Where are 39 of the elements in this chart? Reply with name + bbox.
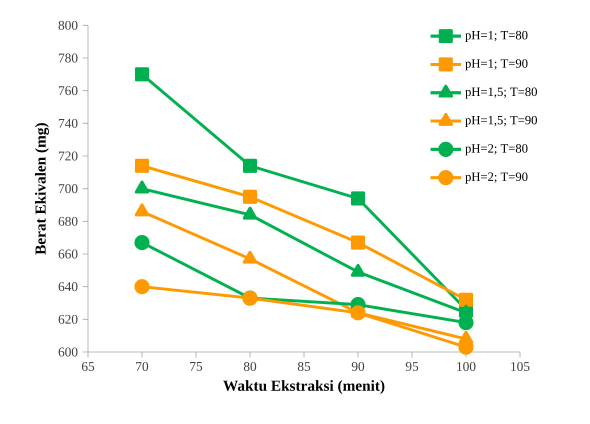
point	[242, 158, 258, 173]
y-tick-label: 620	[58, 314, 78, 324]
legend-label: pH=1; T=80	[465, 30, 528, 42]
y-tick-label: 800	[58, 20, 78, 30]
y-axis-title: Berat Ekivalen (mg)	[34, 123, 49, 255]
y-tick-label: 600	[58, 348, 78, 356]
y-tick-label: 780	[58, 54, 78, 62]
point	[242, 190, 258, 204]
y-tick-label: 720	[58, 152, 78, 160]
legend-label: pH=1,5; T=90	[465, 116, 537, 127]
point	[134, 234, 150, 250]
y-tick-label: 740	[58, 118, 78, 128]
legend-label: pH=2; T=80	[465, 144, 528, 156]
point	[350, 191, 366, 206]
point	[458, 292, 474, 307]
y-tick-label: 760	[58, 86, 78, 96]
x-tick-label: 105	[511, 362, 530, 371]
y-tick-label: 640	[58, 282, 78, 292]
y-tick-label: 660	[58, 250, 78, 258]
x-tick-label: 85	[298, 362, 310, 371]
point	[134, 279, 150, 294]
legend-label: pH=2; T=90	[465, 172, 528, 184]
x-tick-label: 80	[244, 362, 256, 371]
x-tick-label: 90	[352, 362, 364, 371]
point	[350, 305, 366, 320]
x-tick-label: 65	[82, 362, 94, 371]
x-tick-label: 95	[406, 362, 418, 371]
y-tick-label: 700	[58, 184, 78, 194]
x-tick-label: 75	[190, 362, 202, 371]
point	[350, 236, 366, 250]
point	[242, 206, 258, 220]
point	[134, 67, 150, 82]
x-tick-label: 70	[136, 362, 148, 371]
y-tick-label: 680	[58, 216, 78, 226]
legend-label: pH=1,5; T=80	[465, 88, 537, 99]
legend-label: pH=1; T=90	[465, 59, 528, 70]
x-axis-title: Waktu Ekstraksi (menit)	[223, 380, 384, 394]
point	[134, 158, 150, 173]
x-tick-label: 100	[457, 362, 476, 371]
